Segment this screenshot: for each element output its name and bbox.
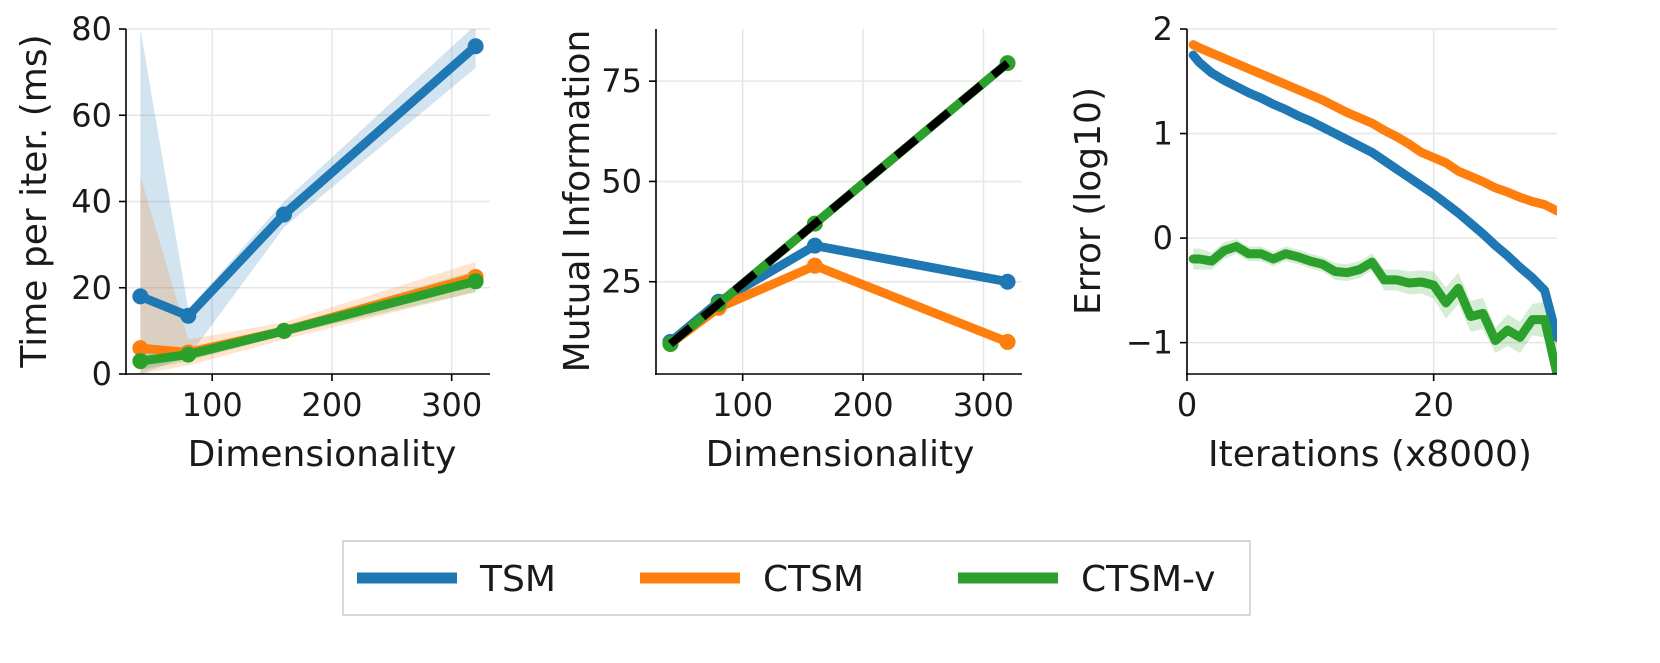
y-tick-label: 60 bbox=[71, 96, 112, 134]
line-ctsm bbox=[1188, 40, 1557, 216]
y-tick-label: 40 bbox=[71, 183, 112, 221]
line-tsm bbox=[665, 241, 1013, 347]
mi-chart-y-axis-label: Mutual Information bbox=[557, 30, 598, 373]
legend-entry-ctsm: CTSM bbox=[640, 559, 864, 600]
y-tick-label: 20 bbox=[71, 269, 112, 307]
panel-2-plot-area bbox=[1188, 40, 1557, 374]
legend-entry-tsm: TSM bbox=[357, 559, 556, 600]
point-tsm bbox=[180, 307, 197, 324]
y-tick-label: 25 bbox=[601, 263, 642, 301]
x-tick-label: 0 bbox=[1177, 386, 1197, 424]
line-tsm bbox=[135, 41, 481, 321]
legend-label-tsm: TSM bbox=[479, 559, 556, 600]
legend-frame bbox=[342, 540, 1251, 616]
error-convergence-chart: Error (log10) Iterations (x8000) 0 20−101… bbox=[1068, 10, 1557, 475]
point-tsm bbox=[806, 237, 823, 254]
point-ctsm bbox=[132, 340, 149, 357]
x-tick-label: 100 bbox=[712, 386, 773, 424]
time-chart-x-axis-label: Dimensionality bbox=[188, 434, 457, 475]
point-tsm bbox=[467, 38, 484, 55]
error-chart-x-axis-label: Iterations (x8000) bbox=[1208, 434, 1532, 475]
x-tick-label: 20 bbox=[1413, 386, 1454, 424]
line-ctsm-v bbox=[135, 276, 481, 366]
y-tick-label: 75 bbox=[601, 62, 642, 100]
legend: TSM CTSM CTSM-v bbox=[342, 540, 1251, 616]
point-ctsm-v bbox=[180, 346, 197, 363]
x-tick-label: 200 bbox=[833, 386, 894, 424]
line-ctsm-v bbox=[1188, 241, 1557, 374]
legend-label-ctsm-v: CTSM-v bbox=[1081, 559, 1215, 600]
error-chart-y-axis-label: Error (log10) bbox=[1068, 87, 1109, 315]
time-per-iteration-chart: Time per iter. (ms) Dimensionality 100 20… bbox=[14, 10, 490, 475]
mutual-information-chart: Mutual Information Dimensionality 100 200… bbox=[557, 29, 1022, 475]
point-ctsm bbox=[999, 333, 1016, 350]
line-tsm bbox=[1188, 50, 1557, 342]
y-tick-label: 1 bbox=[1153, 115, 1173, 153]
panel-1-plot-area bbox=[662, 55, 1016, 352]
x-tick-label: 300 bbox=[953, 386, 1014, 424]
x-tick-label: 300 bbox=[421, 386, 482, 424]
x-tick-label: 100 bbox=[182, 386, 243, 424]
legend-label-ctsm: CTSM bbox=[763, 559, 864, 600]
point-ctsm-v bbox=[467, 273, 484, 290]
point-ctsm-v bbox=[132, 353, 149, 370]
time-chart-y-axis-label: Time per iter. (ms) bbox=[14, 34, 55, 368]
y-tick-label: 80 bbox=[71, 10, 112, 48]
mi-chart-x-axis-label: Dimensionality bbox=[706, 434, 975, 475]
panel-0-plot-area bbox=[132, 29, 484, 374]
point-ctsm bbox=[806, 257, 823, 274]
x-tick-label: 200 bbox=[301, 386, 362, 424]
point-tsm bbox=[132, 288, 149, 305]
y-tick-label: 50 bbox=[601, 162, 642, 200]
y-tick-label: 0 bbox=[92, 355, 112, 393]
point-tsm bbox=[276, 206, 293, 223]
line-ground-truth bbox=[667, 60, 1011, 347]
point-tsm bbox=[999, 273, 1016, 290]
y-tick-label: 0 bbox=[1153, 219, 1173, 257]
legend-entry-ctsm-v: CTSM-v bbox=[958, 559, 1215, 600]
y-tick-label: 2 bbox=[1153, 10, 1173, 48]
point-ctsm-v bbox=[276, 322, 293, 339]
y-tick-label: −1 bbox=[1126, 324, 1173, 362]
